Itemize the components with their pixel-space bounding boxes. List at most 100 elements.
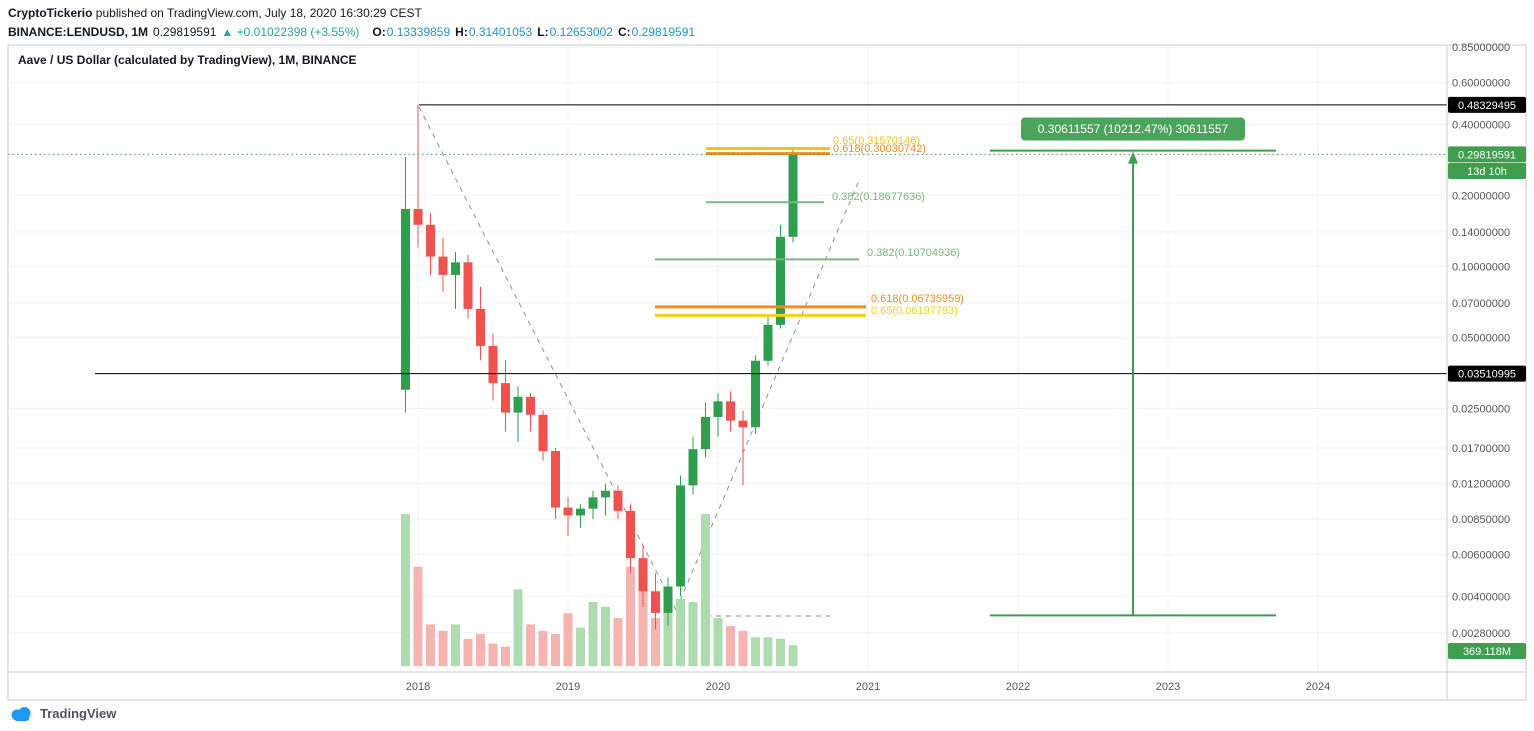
trendline[interactable] — [675, 182, 859, 611]
volume-bar — [476, 634, 485, 666]
candle-body — [538, 414, 548, 452]
volume-bar — [663, 605, 673, 666]
candle-body — [651, 591, 660, 613]
chart-frame — [7, 44, 1527, 701]
year-tick-label: 2021 — [856, 681, 880, 693]
volume-bar — [626, 566, 635, 666]
snapshot-header: CryptoTickerio published on TradingView.… — [8, 6, 695, 39]
year-tick-label: 2020 — [706, 681, 730, 693]
axis-badge — [1448, 163, 1526, 179]
price-tick-label: 0.10000000 — [1452, 261, 1510, 273]
price-tick-label: 0.01200000 — [1452, 479, 1510, 491]
axis-badge-text: 0.29819591 — [1458, 149, 1516, 161]
close-value: 0.29819591 — [631, 25, 696, 39]
price-tick-label: 0.00600000 — [1452, 550, 1510, 562]
fib-label: 0.382(0.18677636) — [832, 191, 925, 203]
axis-badge-text: 0.03510995 — [1458, 369, 1516, 381]
attribution-line: CryptoTickerio published on TradingView.… — [8, 6, 695, 20]
volume-bar — [576, 627, 585, 666]
price-tick-label: 0.00280000 — [1452, 628, 1510, 640]
price-tick-label: 0.02500000 — [1452, 403, 1510, 415]
candle-body — [488, 345, 498, 384]
volume-series — [401, 514, 798, 666]
volume-bar — [588, 602, 598, 666]
volume-bar — [563, 613, 573, 666]
candle-body — [738, 420, 748, 428]
volume-bar — [651, 618, 660, 666]
low-value: 0.12653002 — [549, 25, 613, 39]
candle-body — [501, 383, 510, 413]
volume-bar — [726, 626, 735, 666]
high-value: 0.31401053 — [468, 25, 533, 39]
last-price: 0.29819591 — [153, 25, 217, 39]
tradingview-wordmark: TradingView — [40, 705, 117, 721]
price-tick-label: 0.00850000 — [1452, 514, 1510, 526]
chart-title: Aave / US Dollar (calculated by TradingV… — [18, 53, 357, 67]
candle-body — [638, 558, 648, 592]
tradingview-logo[interactable]: TradingView — [8, 704, 116, 722]
measure-label: 0.30611557 (10212.47%) 30611557 — [1038, 122, 1229, 136]
candle-body — [726, 401, 735, 421]
price-change: ▲ +0.01022398 (+3.55%) — [221, 25, 360, 39]
volume-bar — [701, 514, 710, 666]
volume-bar — [451, 624, 460, 666]
candle-body — [438, 256, 448, 275]
measure-label-box[interactable] — [1021, 117, 1245, 141]
volume-bar — [676, 598, 685, 666]
volume-bar — [401, 514, 410, 666]
horizontal-level-lines[interactable] — [95, 104, 1447, 375]
axis-badge-text: 0.48329495 — [1458, 100, 1516, 112]
candle-body — [751, 360, 760, 428]
price-tick-label: 0.40000000 — [1452, 119, 1510, 131]
price-tick-label: 0.14000000 — [1452, 227, 1510, 239]
candle-body — [513, 396, 523, 413]
volume-bar — [638, 582, 648, 666]
low-label: L: — [537, 25, 549, 39]
candle-body — [426, 224, 435, 257]
candle-body — [401, 208, 410, 390]
axis-badge — [1448, 146, 1526, 163]
volume-bar — [526, 624, 535, 666]
volume-bar — [538, 630, 548, 666]
axis-badge-text: 369.118M — [1463, 646, 1511, 658]
volume-bar — [776, 638, 785, 666]
time-axis[interactable]: 2018 2019 2020 2021 2022 2023 2024 — [406, 681, 1330, 693]
ohlc-legend: BINANCE:LENDUSD, 1M 0.29819591 ▲ +0.010223… — [8, 25, 695, 39]
price-tick-label: 0.00400000 — [1452, 591, 1510, 603]
price-range-tool[interactable]: 0.30611557 (10212.47%) 30611557 — [990, 117, 1276, 617]
axis-badges: 0.48329495 0.29819591 13d 10h 0.03510995 369… — [1448, 96, 1526, 659]
price-axis[interactable]: 0.85000000 0.60000000 0.40000000 0.20000000… — [1452, 42, 1510, 640]
volume-bar — [501, 646, 510, 666]
fib-label: 0.618(0.30030742) — [833, 143, 926, 155]
candlestick-series — [401, 104, 798, 630]
candle-body — [576, 508, 585, 516]
candle-body — [788, 154, 798, 237]
volume-bar — [488, 643, 498, 666]
price-tick-label: 0.20000000 — [1452, 190, 1510, 202]
candle-body — [563, 507, 573, 516]
trendline[interactable] — [418, 106, 677, 611]
axis-badge — [1448, 365, 1526, 382]
axis-badge-text: 13d 10h — [1467, 166, 1507, 178]
year-tick-label: 2024 — [1306, 681, 1330, 693]
candle-body — [476, 308, 485, 346]
volume-bar — [738, 630, 748, 666]
volume-bar — [413, 566, 423, 666]
candle-body — [551, 451, 560, 508]
volume-bar — [463, 638, 473, 666]
candle-body — [701, 416, 710, 450]
price-tick-label: 0.05000000 — [1452, 332, 1510, 344]
candle-body — [663, 586, 673, 613]
volume-bar — [788, 645, 798, 666]
fib-label: 0.618(0.06735959) — [871, 293, 964, 305]
volume-bar — [438, 630, 448, 666]
candle-body — [588, 497, 598, 509]
candle-body — [451, 262, 460, 275]
candle-body — [626, 510, 635, 559]
year-tick-label: 2023 — [1156, 681, 1180, 693]
volume-bar — [713, 618, 723, 666]
fib-retracement[interactable]: 0.65(0.31570146)0.618(0.30030742) 0.382(0… — [655, 135, 964, 317]
volume-bar — [613, 618, 623, 666]
